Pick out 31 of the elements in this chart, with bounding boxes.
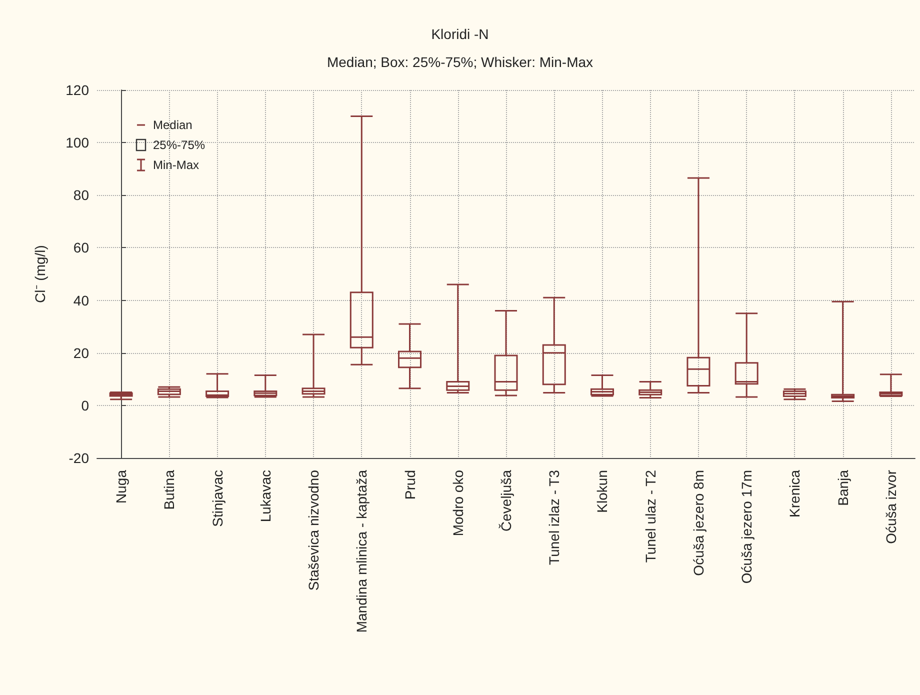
x-tick-label: Staševica nizvodno: [306, 470, 322, 591]
y-tick-label: 80: [73, 187, 90, 204]
x-tick-label: Butina: [161, 470, 178, 510]
x-tick-label: Tunel ulaz - T2: [642, 470, 658, 563]
x-tick-label: Prud: [402, 470, 418, 500]
x-tick-label: Tunel izlaz - T3: [546, 470, 562, 565]
x-tick-label: Oćuša jezero 8m: [690, 470, 706, 576]
x-tick-label: Oćuša izvor: [882, 470, 899, 544]
annotation: Median: [153, 117, 192, 134]
y-tick-label: 100: [66, 134, 90, 151]
y-tick-label: 120: [66, 82, 90, 98]
x-tick-label: Modro oko: [450, 470, 466, 536]
y-tick-label: 40: [73, 292, 90, 308]
x-tick-label: Nuga: [113, 470, 130, 504]
x-tick-label: Lukavac: [257, 470, 274, 522]
x-tick-label: Mandina mlinica - kaptaža: [354, 470, 370, 633]
annotation: 25%-75%: [153, 137, 206, 154]
x-tick-label: Čeveljuša: [498, 470, 514, 532]
x-tick-label: Oćuša jezero 17m: [738, 470, 755, 584]
y-tick-label: 60: [73, 240, 90, 256]
y-tick-label: -20: [68, 450, 90, 466]
y-axis-title: Cl⁻ (mg/l): [32, 245, 48, 303]
chart-subtitle: Median; Box: 25%-75%; Whisker: Min-Max: [326, 54, 594, 70]
x-tick-label: Stinjavac: [209, 470, 226, 527]
x-tick-label: Krenica: [786, 470, 803, 518]
x-tick-label: Klokun: [594, 470, 610, 513]
chart-title: Kloridi -N: [431, 26, 489, 42]
annotation: Min-Max: [153, 157, 200, 174]
y-tick-label: 0: [81, 397, 90, 414]
x-tick-label: Banja: [834, 470, 851, 506]
y-tick-label: 20: [73, 344, 90, 361]
